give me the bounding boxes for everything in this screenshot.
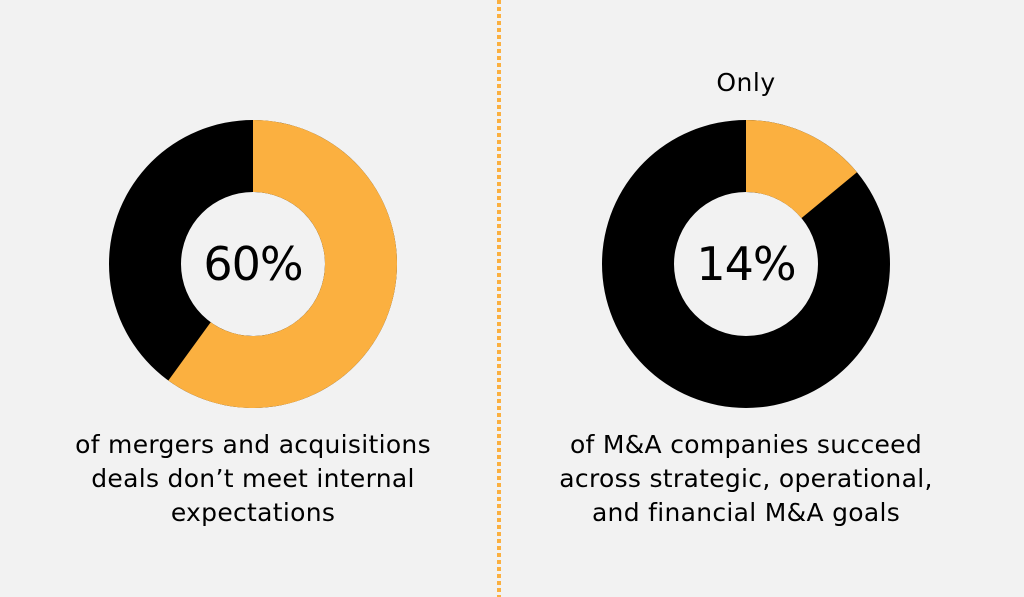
caption-line: across strategic, operational,: [559, 464, 933, 493]
caption-line: deals don’t meet internal: [91, 464, 415, 493]
right-stat-panel: Only 14% of M&A companies succeed across…: [501, 0, 1024, 597]
donut-graphic: [602, 120, 890, 408]
stat-caption: of mergers and acquisitions deals don’t …: [20, 428, 486, 530]
donut-center-value: 14%: [696, 237, 796, 291]
caption-line: of mergers and acquisitions: [75, 430, 431, 459]
donut-segment-highlight: [746, 120, 857, 219]
caption-line: of M&A companies succeed: [569, 430, 923, 459]
caption-line: expectations: [170, 498, 336, 527]
donut-graphic: [109, 120, 397, 408]
donut-chart-60: 60%: [109, 120, 397, 408]
left-stat-panel: 60% of mergers and acquisitions deals do…: [0, 0, 497, 597]
donut-segment-highlight: [168, 120, 397, 408]
donut-chart-14: 14%: [602, 120, 890, 408]
stat-prefix: Only: [716, 68, 776, 97]
dotted-divider: [497, 0, 501, 597]
donut-center-value: 60%: [203, 237, 303, 291]
stat-caption: of M&A companies succeed across strategi…: [521, 428, 971, 530]
caption-line: and financial M&A goals: [591, 498, 901, 527]
